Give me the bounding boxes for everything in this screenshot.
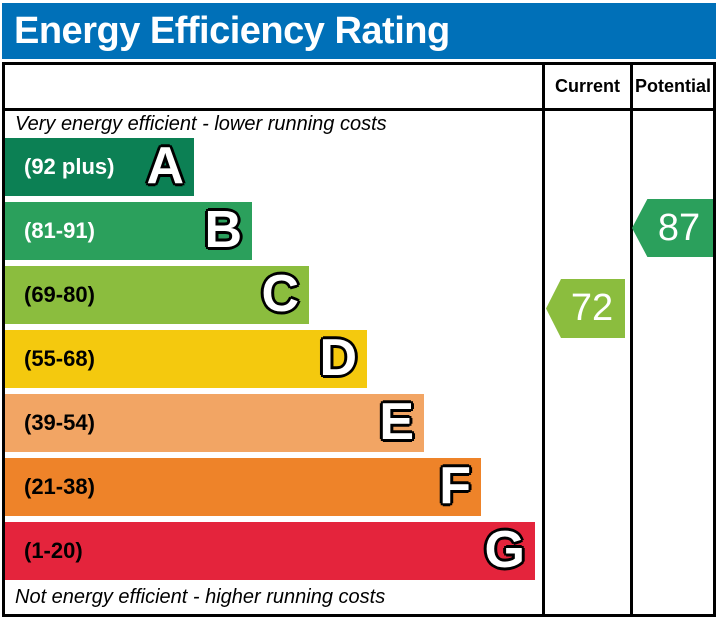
band-row-c: (69-80) C (5, 266, 309, 324)
band-range-label: (1-20) (24, 538, 83, 563)
band-range-label: (55-68) (24, 346, 95, 371)
band-row-f: (21-38) F (5, 458, 481, 516)
band-letter: E (379, 392, 414, 451)
band-row-e: (39-54) E (5, 394, 424, 452)
title-bar: Energy Efficiency Rating (2, 3, 716, 59)
band-row-b: (81-91) B (5, 202, 252, 260)
band-range-label: (21-38) (24, 474, 95, 499)
column-divider-potential (630, 65, 633, 614)
band-letter: D (319, 328, 357, 387)
bottom-note: Not energy efficient - higher running co… (15, 586, 386, 608)
chart-frame: Current Potential Very energy efficient … (2, 62, 716, 617)
current-rating-arrow: 72 (546, 279, 625, 338)
band-row-a: (92 plus) A (5, 138, 194, 196)
band-range-label: (39-54) (24, 410, 95, 435)
column-header-current: Current (554, 76, 620, 96)
band-letter: B (204, 200, 242, 259)
header-divider (5, 108, 713, 111)
column-divider-current (542, 65, 545, 614)
band-row-g: (1-20) G (5, 522, 535, 580)
page-title: Energy Efficiency Rating (14, 9, 450, 52)
band-range-label: (92 plus) (24, 154, 115, 179)
current-rating-value: 72 (570, 287, 614, 329)
band-row-d: (55-68) D (5, 330, 367, 388)
band-letter: F (439, 456, 471, 515)
potential-rating-arrow: 87 (632, 199, 713, 257)
band-range-label: (69-80) (24, 282, 95, 307)
band-range-label: (81-91) (24, 218, 95, 243)
band-letter: A (146, 136, 184, 195)
band-letter: G (484, 520, 525, 579)
potential-rating-value: 87 (657, 206, 701, 249)
top-note: Very energy efficient - lower running co… (15, 113, 387, 135)
band-letter: C (261, 264, 299, 323)
column-header-potential: Potential (634, 76, 711, 96)
